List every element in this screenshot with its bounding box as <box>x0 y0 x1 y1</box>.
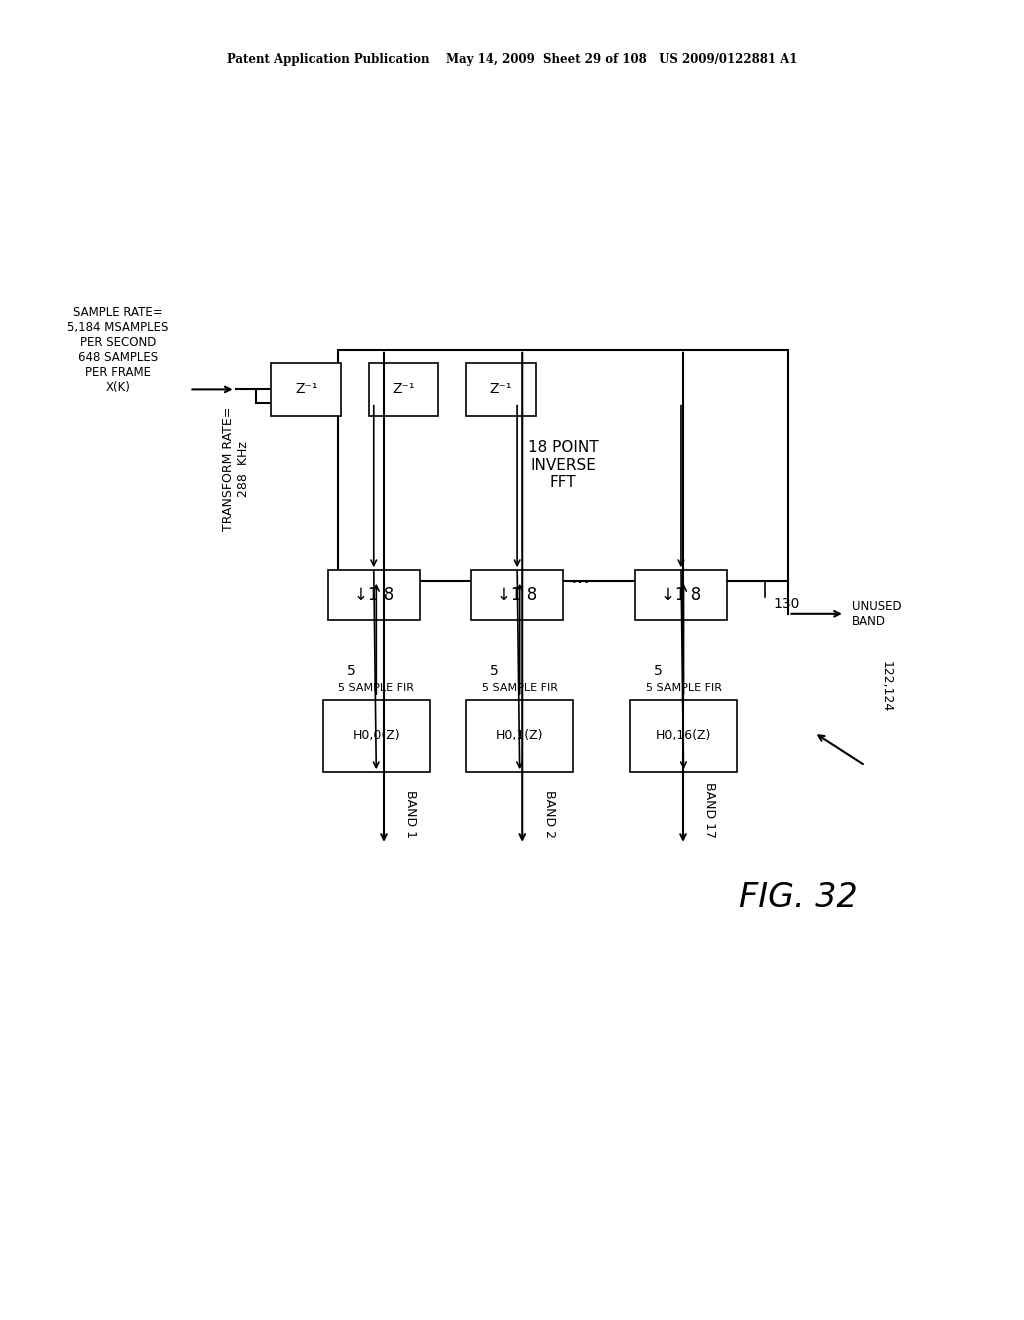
Text: ↓1 8: ↓1 8 <box>660 586 701 605</box>
Text: Z⁻¹: Z⁻¹ <box>392 383 415 396</box>
Bar <box>328 570 420 620</box>
Text: BAND 1: BAND 1 <box>404 791 418 838</box>
Text: 5: 5 <box>490 664 499 678</box>
Bar <box>338 350 788 581</box>
Bar <box>466 363 536 416</box>
Text: ↓1 8: ↓1 8 <box>497 586 538 605</box>
Text: ↓1 8: ↓1 8 <box>353 586 394 605</box>
Text: FIG. 32: FIG. 32 <box>739 882 858 913</box>
Text: BAND 2: BAND 2 <box>543 791 556 838</box>
Text: 5: 5 <box>347 664 355 678</box>
Bar <box>271 363 341 416</box>
Bar <box>471 570 563 620</box>
Text: 5 SAMPLE FIR: 5 SAMPLE FIR <box>338 682 415 693</box>
Text: ...: ... <box>570 566 591 587</box>
Bar <box>323 700 430 772</box>
Text: 130: 130 <box>773 597 800 611</box>
Text: SAMPLE RATE=
5,184 MSAMPLES
PER SECOND
648 SAMPLES
PER FRAME
X(K): SAMPLE RATE= 5,184 MSAMPLES PER SECOND 6… <box>68 306 168 393</box>
Text: H0,16(Z): H0,16(Z) <box>655 730 712 742</box>
Text: Z⁻¹: Z⁻¹ <box>489 383 512 396</box>
Bar <box>630 700 737 772</box>
Text: Z⁻¹: Z⁻¹ <box>295 383 317 396</box>
Text: TRANSFORM RATE=
288  KHz: TRANSFORM RATE= 288 KHz <box>221 407 250 531</box>
Bar <box>369 363 438 416</box>
Text: UNUSED
BAND: UNUSED BAND <box>852 599 901 628</box>
Text: 5 SAMPLE FIR: 5 SAMPLE FIR <box>481 682 558 693</box>
Text: BAND 17: BAND 17 <box>703 783 717 838</box>
Text: H0,0(Z): H0,0(Z) <box>352 730 400 742</box>
Text: 5: 5 <box>654 664 663 678</box>
Text: 18 POINT
INVERSE
FFT: 18 POINT INVERSE FFT <box>528 441 598 490</box>
Text: 122,124: 122,124 <box>880 661 892 711</box>
Bar <box>635 570 727 620</box>
Text: Patent Application Publication    May 14, 2009  Sheet 29 of 108   US 2009/012288: Patent Application Publication May 14, 2… <box>226 53 798 66</box>
Bar <box>466 700 573 772</box>
Text: 5 SAMPLE FIR: 5 SAMPLE FIR <box>645 682 722 693</box>
Text: H0,1(Z): H0,1(Z) <box>496 730 544 742</box>
